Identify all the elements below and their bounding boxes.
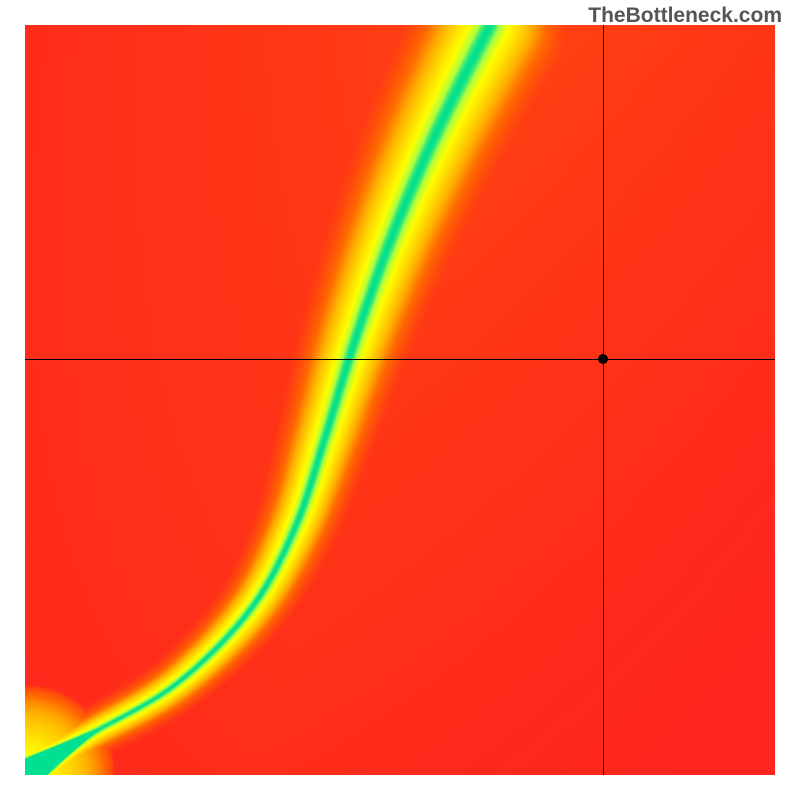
heatmap-plot [25, 25, 775, 775]
heatmap-canvas [25, 25, 775, 775]
crosshair-horizontal [25, 359, 775, 360]
crosshair-vertical [603, 25, 604, 775]
watermark-text: TheBottleneck.com [588, 4, 782, 28]
crosshair-marker [598, 354, 608, 364]
